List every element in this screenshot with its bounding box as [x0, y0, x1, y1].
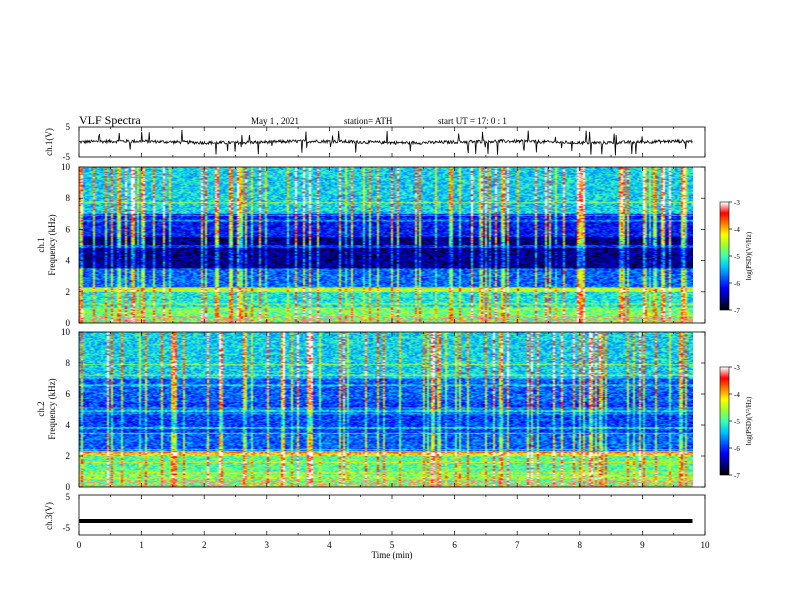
ch1-colorbar: -3 -4 -5 -6 -7 log(PSD)(V²/Hz) [719, 199, 753, 315]
time-tick-label: 6 [452, 540, 457, 550]
spectrogram-ytick-label: 10 [61, 327, 71, 337]
colorbar-tick-label: -6 [734, 280, 740, 288]
ch2-spectrogram-image [79, 332, 693, 487]
ch1-ytick-top: 5 [66, 122, 71, 132]
ch2-colorbar-gradient [720, 367, 729, 475]
ch1-spectrogram-ylabel-1: ch.1 [36, 237, 46, 252]
ch1-colorbar-gradient [720, 202, 729, 310]
ch2-colorbar-ticks: -3 -4 -5 -6 -7 [729, 364, 740, 480]
ch1-waveform-panel: 5 -5 ch.1(V) [44, 122, 706, 162]
ch3-waveform-panel: 5 -5 ch.3(V) [44, 492, 706, 536]
start-time-label: start UT = 17: 0 : 1 [438, 116, 507, 126]
time-tick-label: 8 [578, 540, 583, 550]
colorbar-tick-label: -7 [734, 472, 740, 480]
ch1-colorbar-ticks: -3 -4 -5 -6 -7 [729, 199, 740, 315]
ch1-spectrogram-image [79, 167, 693, 323]
spectrogram-ytick-label: 0 [66, 318, 71, 328]
spectrogram-ytick-label: 10 [61, 162, 71, 172]
ch1-ylabel: ch.1(V) [44, 128, 54, 156]
time-tick-label: 3 [265, 540, 270, 550]
time-tick-label: 4 [327, 540, 332, 550]
time-tick-label: 10 [701, 540, 711, 550]
ch3-ylabel: ch.3(V) [44, 502, 54, 530]
ch1-ytick-bottom: -5 [63, 152, 71, 162]
spectrogram-ytick-label: 4 [66, 420, 71, 430]
colorbar-tick-label: -7 [734, 307, 740, 315]
spectrogram-ytick-label: 6 [66, 389, 71, 399]
time-axis: 0 1 2 3 4 5 6 7 8 9 10 [77, 127, 710, 550]
colorbar-tick-label: -6 [734, 445, 740, 453]
time-axis-label: Time (min) [372, 550, 413, 560]
ch1-waveform-line [78, 130, 693, 156]
date-label: May 1 , 2021 [251, 116, 299, 126]
station-label: station= ATH [344, 116, 393, 126]
ch3-ytick-bottom: -5 [63, 523, 71, 533]
ch1-spectrogram-panel: 0 2 4 6 8 10 ch.1 Frequency (kHz) [36, 162, 706, 328]
spectrogram-ytick-label: 0 [66, 482, 71, 492]
colorbar-tick-label: -4 [734, 226, 740, 234]
colorbar-tick-label: -3 [734, 364, 740, 372]
ch2-spectrogram-panel: 0 2 4 6 8 10 ch.2 Frequency (kHz) [36, 327, 706, 492]
ch1-colorbar-label: log(PSD)(V²/Hz) [745, 231, 753, 280]
figure-title: VLF Spectra [79, 113, 141, 127]
spectrogram-ytick-label: 8 [66, 193, 71, 203]
spectrogram-ytick-label: 8 [66, 358, 71, 368]
ch1-spectrogram-ylabel-2: Frequency (kHz) [47, 214, 57, 275]
spectrogram-ytick-label: 2 [66, 451, 71, 461]
ch2-spectrogram-ylabel-2: Frequency (kHz) [47, 378, 57, 439]
ch1-spectrogram-yticks: 0 2 4 6 8 10 [61, 162, 705, 328]
ch3-frame [78, 494, 706, 536]
time-tick-label: 1 [139, 540, 144, 550]
time-tick-label: 2 [202, 540, 207, 550]
spectrogram-ytick-label: 2 [66, 287, 71, 297]
colorbar-tick-label: -5 [734, 253, 740, 261]
colorbar-tick-label: -5 [734, 418, 740, 426]
spectrogram-ytick-label: 6 [66, 224, 71, 234]
colorbar-tick-label: -3 [734, 199, 740, 207]
time-tick-label: 9 [640, 540, 645, 550]
ch2-spectrogram-ylabel-1: ch.2 [36, 401, 46, 416]
colorbar-tick-label: -4 [734, 391, 740, 399]
spectrogram-ytick-label: 4 [66, 256, 71, 266]
ch2-colorbar-label: log(PSD)(V²/Hz) [745, 396, 753, 445]
ch2-spectrogram-yticks: 0 2 4 6 8 10 [61, 327, 705, 492]
ch2-colorbar: -3 -4 -5 -6 -7 log(PSD)(V²/Hz) [719, 364, 753, 480]
time-tick-label: 7 [515, 540, 520, 550]
ch3-ytick-top: 5 [66, 492, 71, 502]
time-tick-label: 0 [77, 540, 82, 550]
time-tick-label: 5 [390, 540, 395, 550]
